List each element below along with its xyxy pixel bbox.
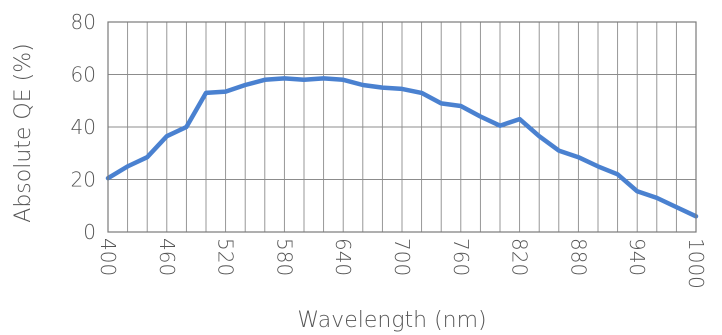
y-tick-label: 40 <box>71 115 96 139</box>
x-tick-label: 760 <box>449 238 473 276</box>
grid <box>108 22 696 232</box>
y-tick-label: 0 <box>83 220 96 244</box>
x-tick-label: 820 <box>508 238 532 276</box>
x-tick-label: 700 <box>390 238 414 276</box>
x-tick-label: 520 <box>214 238 238 276</box>
x-tick-label: 580 <box>272 238 296 276</box>
y-axis-tick-labels: 0 20 40 60 80 <box>71 10 96 244</box>
y-tick-label: 20 <box>71 168 96 192</box>
y-tick-label: 80 <box>71 10 96 34</box>
y-tick-label: 60 <box>71 63 96 87</box>
x-axis-title: Wavelength (nm) <box>297 308 486 333</box>
plot-area-frame <box>107 21 697 233</box>
x-tick-label: 460 <box>155 238 179 276</box>
x-tick-label: 880 <box>566 238 590 276</box>
qe-series-line <box>105 76 699 219</box>
x-axis-tick-labels: 400 460 520 580 640 700 760 820 880 940 1000 <box>96 238 708 289</box>
x-tick-label: 1000 <box>684 238 708 289</box>
x-tick-label: 400 <box>96 238 120 276</box>
x-tick-label: 940 <box>625 238 649 276</box>
y-axis-title: Absolute QE (%) <box>11 43 36 222</box>
series-layer <box>105 76 699 219</box>
x-tick-label: 640 <box>331 238 355 276</box>
